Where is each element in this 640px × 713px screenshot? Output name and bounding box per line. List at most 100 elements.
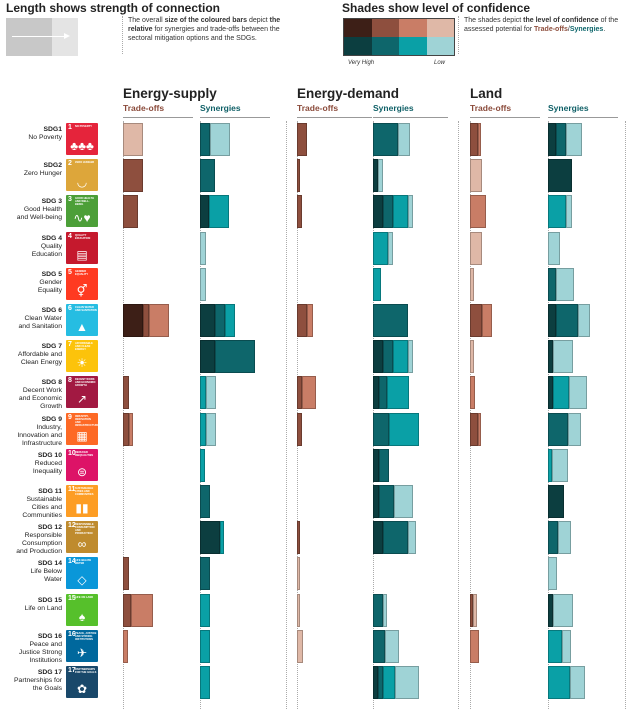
tradeoff-rule-energy-demand: [297, 117, 372, 118]
icon-flower: 17 PARTNERSHIPS FOR THE GOALS ✿: [66, 666, 98, 698]
sdg-label-sdg4: SDG 4 Quality Education: [0, 235, 62, 259]
synergy-bar-energy-demand-sdg17-level-1: [373, 666, 378, 699]
sdg-name-line: Affordable and: [17, 351, 62, 359]
sdg-name-line: the Goals: [32, 685, 62, 692]
synergy-bar-land-sdg6-level-4: [578, 304, 590, 337]
synergy-bar-energy-supply-sdg1-level-2: [200, 123, 210, 156]
synergy-bar-energy-demand-sdg10-level-2: [379, 448, 389, 482]
icon-caption: REDUCED INEQUALITIES: [75, 450, 94, 457]
sdg-name-line: Education: [31, 250, 62, 258]
synergy-bar-land-sdg12-level-4: [558, 521, 571, 555]
tradeoff-bar-land-sdg6-level-2: [470, 304, 482, 337]
synergy-bar-land-sdg8-level-3: [553, 376, 569, 410]
synergy-bar-land-sdg9-level-2: [548, 412, 568, 446]
icon-caption: CLEAN WATER AND SANITATION: [75, 306, 97, 312]
tradeoff-bar-energy-demand-sdg14-level-4: [297, 557, 300, 591]
synergy-bar-land-sdg11-level-1: [548, 485, 564, 518]
sdg-name-line: Institutions: [29, 656, 63, 664]
icon-caption: GOOD HEALTH AND WELL-BEING: [75, 197, 94, 207]
synergy-bar-energy-supply-sdg9-level-4: [206, 412, 216, 446]
sdg-name-line: Water: [44, 576, 62, 584]
synergy-bar-energy-demand-sdg11-level-1: [373, 485, 379, 518]
synergy-bar-energy-demand-sdg3-level-1: [373, 195, 383, 229]
sdg-number: SDG2: [43, 162, 62, 170]
icon-caption: PEACE, JUSTICE AND STRONG INSTITUTIONS: [75, 631, 97, 641]
tradeoff-bar-land-sdg8-level-3: [470, 376, 475, 410]
confidence-legend-swatches: [343, 18, 455, 56]
synergy-bar-energy-demand-sdg4-level-3: [373, 231, 388, 265]
sdg-name-line: and Production: [16, 548, 62, 556]
synergy-bar-land-sdg3-level-4: [566, 195, 572, 229]
icon-tree: 15 LIFE ON LAND ♠: [66, 593, 98, 626]
tradeoff-bar-land-sdg9-level-3: [478, 412, 481, 446]
right-axis: [625, 121, 626, 709]
icon-glyph: ✈: [76, 645, 88, 660]
synergy-bar-energy-demand-sdg12-level-1: [373, 521, 383, 555]
sdg-number: SDG 7: [41, 343, 62, 351]
icon-cubes: 9 INDUSTRY, INNOVATION AND INFRASTRUCTURE…: [66, 412, 99, 445]
synergy-bar-energy-demand-sdg17-level-2: [378, 666, 383, 699]
sdg-name-line: Quality: [40, 242, 62, 250]
icon-glyph: ♠: [78, 609, 86, 624]
tradeoff-bar-land-sdg2-level-4: [470, 159, 482, 193]
length-legend-graphic: [6, 18, 78, 56]
sdg-number: SDG 16: [37, 632, 62, 640]
synergy-bar-energy-demand-sdg9-level-3: [389, 412, 419, 446]
mid-divider-1: [286, 121, 287, 709]
sdg-name-line: Zero Hunger: [23, 170, 62, 178]
tradeoff-bar-land-sdg1-level-3: [478, 123, 481, 156]
synergy-bar-land-sdg2-level-1: [548, 159, 572, 193]
tradeoff-swatch-3: [399, 19, 427, 37]
synergy-bar-energy-demand-sdg2-level-1: [373, 159, 378, 193]
sdg-name-line: Consumption: [21, 540, 62, 548]
tradeoff-bar-energy-supply-sdg8-level-2: [123, 376, 129, 410]
sector-title-energy-demand: Energy-demand: [297, 86, 400, 101]
sdg-name-line: Growth: [40, 403, 62, 411]
tradeoff-bar-land-sdg1-level-2: [470, 123, 478, 156]
synergy-bar-energy-demand-sdg1-level-4: [398, 123, 410, 156]
tradeoff-bar-energy-supply-sdg2-level-2: [123, 159, 143, 193]
icon-number: 11: [68, 486, 76, 493]
sdg-name-line: Partnerships for: [14, 677, 62, 684]
synergy-bar-energy-demand-sdg12-level-4: [408, 521, 416, 555]
shade-legend-description: The shades depict the level of confidenc…: [464, 17, 619, 33]
tradeoff-bar-energy-demand-sdg12-level-2: [297, 521, 300, 555]
icon-number: 1: [68, 124, 72, 131]
sdg-name-line: No Poverty: [28, 134, 62, 141]
synergy-bar-land-sdg16-level-4: [562, 629, 571, 663]
sdg-number: SDG 15: [37, 596, 62, 604]
synergy-bar-land-sdg4-level-4: [548, 231, 560, 265]
tradeoff-rule-energy-supply: [123, 117, 193, 118]
sdg-label-sdg15: SDG 15 Life on Land: [0, 597, 62, 613]
tradeoff-bar-land-sdg6-level-3: [482, 304, 492, 337]
sdg-label-sdg7: SDG 7 Affordable and Clean Energy: [0, 343, 62, 367]
tradeoff-bar-energy-supply-sdg1-level-4: [123, 123, 143, 156]
icon-gender: 5 GENDER EQUALITY ⚥: [66, 267, 98, 300]
synergy-bar-energy-supply-sdg7-level-1: [200, 340, 215, 374]
sdg-label-sdg9: SDG 9 Industry, Innovation and Infrastructu…: [0, 416, 62, 448]
sdg-name-line: Infrastructure: [21, 439, 62, 447]
synergy-swatch-4: [426, 37, 454, 55]
tradeoff-bar-land-sdg15-level-4: [473, 593, 477, 627]
sdg-label-sdg5: SDG 5 Gender Equality: [0, 271, 62, 295]
sdg-name-line: and Economic: [18, 395, 62, 403]
sdg-name-line: Sustainable: [26, 496, 62, 503]
synergy-bar-energy-demand-sdg2-level-4: [378, 159, 383, 193]
icon-glyph: ◡: [76, 175, 88, 190]
icon-infinity: 12 RESPONSIBLE CONSUMPTION AND PRODUCTION…: [66, 521, 98, 554]
synergy-bar-energy-supply-sdg3-level-3: [209, 195, 229, 229]
sdg-number: SDG 6: [41, 307, 62, 314]
icon-caption: NO POVERTY: [75, 125, 93, 128]
legend-divider-2: [458, 16, 459, 54]
synergy-bar-energy-demand-sdg15-level-2: [373, 593, 383, 627]
synergy-rule-energy-demand: [373, 117, 448, 118]
tradeoff-bar-energy-demand-sdg1-level-2: [297, 123, 307, 156]
tradeoff-bar-energy-supply-sdg6-level-1: [123, 304, 143, 337]
synergy-bar-land-sdg1-level-4: [566, 123, 582, 156]
synergy-bar-energy-supply-sdg10-level-3: [200, 448, 205, 482]
very-high-label: Very High: [348, 60, 375, 66]
icon-caption: SUSTAINABLE CITIES AND COMMUNITIES: [75, 487, 94, 496]
icon-people: 1 NO POVERTY ♣♣♣: [66, 123, 98, 155]
synergy-bar-energy-demand-sdg16-level-4: [385, 629, 399, 663]
synergy-bar-energy-supply-sdg9-level-3: [200, 412, 206, 446]
